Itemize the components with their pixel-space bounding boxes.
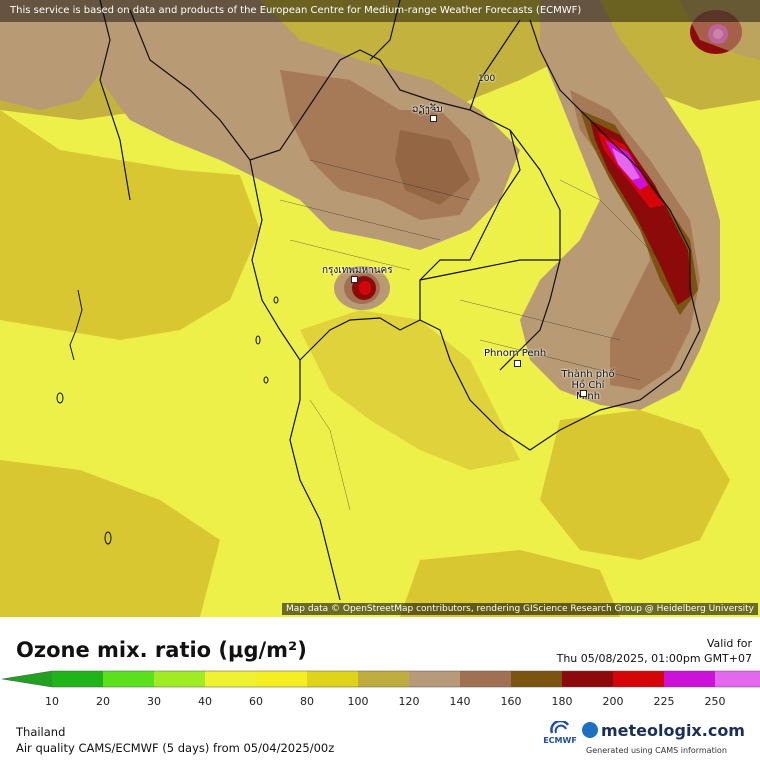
scale-swatch — [154, 671, 205, 687]
meteologix-text: meteologix.com — [601, 721, 745, 740]
city-marker-bangkok[interactable] — [351, 276, 358, 283]
meteologix-icon — [582, 722, 598, 738]
scale-tick-label: 10 — [45, 695, 59, 708]
scale-tick-label: 40 — [198, 695, 212, 708]
scale-swatch — [715, 671, 760, 687]
city-label-bangkok: กรุงเทพมหานคร — [322, 265, 393, 276]
color-scale-bar: 10 20 30 40 60 80 100 120 140 160 180 200 225 250 — [1, 670, 760, 708]
scale-swatch — [562, 671, 613, 687]
scale-tick-label: 140 — [450, 695, 471, 708]
ozone-map[interactable]: This service is based on data and produc… — [0, 0, 760, 617]
scale-arrow-low — [2, 671, 52, 687]
scale-tick-label: 80 — [300, 695, 314, 708]
scale-swatch — [103, 671, 154, 687]
scale-swatch — [664, 671, 715, 687]
scale-outline — [1, 670, 760, 688]
ecmwf-text: ECMWF — [543, 736, 577, 745]
footer-info: Thailand Air quality CAMS/ECMWF (5 days)… — [16, 724, 334, 756]
scale-swatch — [460, 671, 511, 687]
city-marker-ho-chi-minh[interactable] — [580, 390, 587, 397]
scale-tick-label: 100 — [348, 695, 369, 708]
map-attribution: Map data © OpenStreetMap contributors, r… — [282, 603, 758, 615]
color-scale: 10 20 30 40 60 80 100 120 140 160 180 200 225 250 — [0, 668, 760, 712]
city-marker-phnom-penh[interactable] — [514, 360, 521, 367]
logos: ECMWF meteologix.com Generated using CAM… — [542, 719, 752, 759]
legend-title: Ozone mix. ratio (μg/m²) — [16, 638, 307, 662]
ecmwf-notice-banner: This service is based on data and produc… — [0, 0, 760, 22]
contour-label: 100 — [478, 74, 496, 84]
model-run-label: Air quality CAMS/ECMWF (5 days) from 05/… — [16, 741, 335, 755]
city-label-phnom-penh: Phnom Penh — [484, 348, 547, 359]
ecmwf-icon — [550, 721, 570, 734]
city-marker-vientiane[interactable] — [430, 115, 437, 122]
scale-swatch — [307, 671, 358, 687]
scale-tick-label: 60 — [249, 695, 263, 708]
scale-tick-label: 225 — [654, 695, 675, 708]
scale-swatch — [205, 671, 256, 687]
scale-swatch — [256, 671, 307, 687]
scale-swatch — [358, 671, 409, 687]
scale-swatch — [613, 671, 664, 687]
scale-tick-label: 250 — [705, 695, 726, 708]
ecmwf-logo[interactable]: ECMWF — [542, 721, 578, 745]
scale-tick-label: 20 — [96, 695, 110, 708]
scale-tick-label: 120 — [399, 695, 420, 708]
city-label-vientiane: ວຽງຈັນ — [412, 104, 443, 115]
scale-swatch — [409, 671, 460, 687]
valid-for-label: Valid for — [706, 637, 752, 650]
scale-tick-label: 30 — [147, 695, 161, 708]
scale-swatch — [511, 671, 562, 687]
region-label: Thailand — [16, 725, 66, 739]
valid-time-box: Valid for Thu 05/08/2025, 01:00pm GMT+07 — [557, 636, 752, 666]
generated-note: Generated using CAMS information — [586, 746, 727, 755]
scale-swatch — [52, 671, 103, 687]
scale-tick-label: 200 — [603, 695, 624, 708]
valid-time: Thu 05/08/2025, 01:00pm GMT+07 — [556, 652, 752, 665]
scale-tick-label: 180 — [552, 695, 573, 708]
meteologix-logo[interactable]: meteologix.com — [582, 721, 745, 740]
city-label-ho-chi-minh: Thành phố Hồ Chí Minh — [561, 369, 615, 402]
ozone-field — [0, 0, 760, 617]
scale-tick-label: 160 — [501, 695, 522, 708]
